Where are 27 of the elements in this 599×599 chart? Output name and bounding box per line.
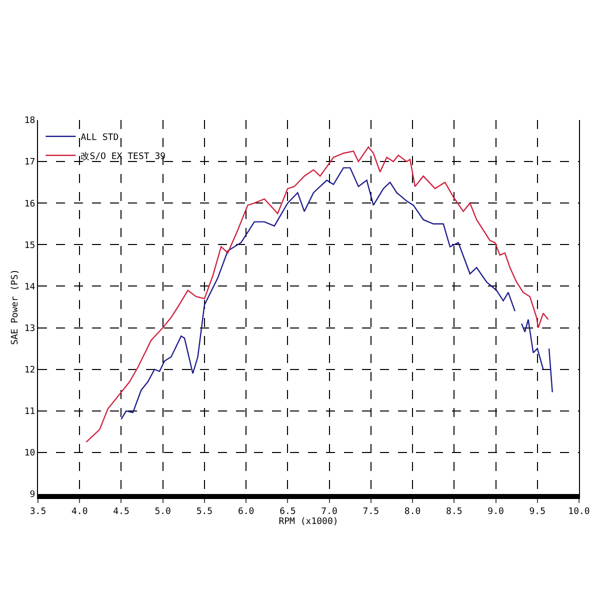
x-tick-label: 6.5: [280, 506, 296, 517]
x-tick-label: 7.5: [362, 506, 380, 517]
y-tick-label: 18: [24, 116, 36, 126]
x-tick-label: 5.0: [154, 506, 171, 517]
x-tick-label: 6.0: [238, 506, 254, 517]
y-tick-label: 15: [24, 240, 36, 251]
y-tick-label: 13: [24, 324, 36, 334]
y-tick-label: 14: [24, 282, 36, 292]
y-tick-label: 11: [24, 407, 36, 418]
x-axis-title: RPM (x1000): [278, 516, 338, 527]
x-tick-label: 9.0: [488, 506, 504, 517]
legend-label: ALL STD: [80, 132, 119, 143]
x-tick-label: 4.5: [113, 506, 130, 517]
y-tick-label: 10: [24, 448, 36, 459]
y-tick-label: 17: [24, 158, 36, 168]
x-tick-label: 4.0: [71, 506, 88, 517]
y-axis-title: SAE Power (PS): [10, 269, 21, 345]
x-tick-label: 5.5: [196, 506, 213, 517]
x-tick-label: 10.0: [568, 506, 590, 517]
x-tick-label: 8.5: [446, 506, 462, 517]
x-tick-label: 9.5: [529, 506, 546, 517]
x-tick-label: 7.0: [321, 506, 338, 517]
x-tick-label: 3.5: [30, 506, 46, 517]
y-tick-label: 16: [24, 199, 36, 210]
y-tick-label: 9: [30, 490, 36, 500]
x-tick-label: 8.0: [404, 506, 421, 517]
y-tick-label: 12: [24, 365, 36, 376]
